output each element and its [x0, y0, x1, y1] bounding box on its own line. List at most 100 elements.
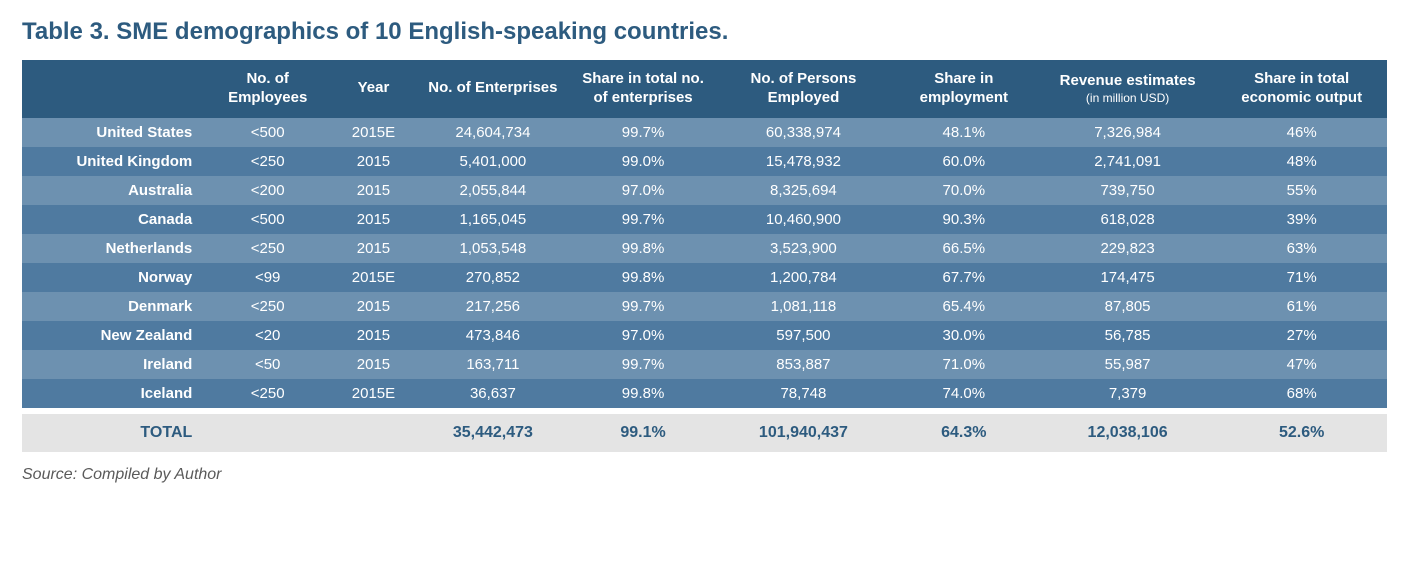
cell-year: 2015E	[329, 379, 418, 408]
row-country: Iceland	[22, 379, 206, 408]
total-share-output: 52.6%	[1216, 414, 1387, 452]
table-header: No. of Employees Year No. of Enterprises…	[22, 60, 1387, 118]
table-row: United States<5002015E24,604,73499.7%60,…	[22, 118, 1387, 147]
cell-no-employees: <20	[206, 321, 329, 350]
cell-share-output: 47%	[1216, 350, 1387, 379]
cell-revenue: 618,028	[1039, 205, 1216, 234]
col-no-persons: No. of Persons Employed	[718, 60, 889, 118]
cell-no-employees: <99	[206, 263, 329, 292]
row-country: Australia	[22, 176, 206, 205]
cell-revenue: 739,750	[1039, 176, 1216, 205]
cell-no-employees: <200	[206, 176, 329, 205]
cell-share-output: 71%	[1216, 263, 1387, 292]
cell-share-output: 68%	[1216, 379, 1387, 408]
cell-revenue: 55,987	[1039, 350, 1216, 379]
table-row: Iceland<2502015E36,63799.8%78,74874.0%7,…	[22, 379, 1387, 408]
col-no-enterprises: No. of Enterprises	[418, 60, 568, 118]
row-country: New Zealand	[22, 321, 206, 350]
cell-share-enterprises: 99.7%	[568, 292, 718, 321]
cell-share-employment: 71.0%	[889, 350, 1039, 379]
table-row: New Zealand<202015473,84697.0%597,50030.…	[22, 321, 1387, 350]
cell-year: 2015	[329, 321, 418, 350]
cell-share-output: 48%	[1216, 147, 1387, 176]
cell-year: 2015E	[329, 263, 418, 292]
sme-table: No. of Employees Year No. of Enterprises…	[22, 60, 1387, 452]
table-row: Canada<50020151,165,04599.7%10,460,90090…	[22, 205, 1387, 234]
cell-no-enterprises: 36,637	[418, 379, 568, 408]
cell-share-enterprises: 99.7%	[568, 205, 718, 234]
cell-share-enterprises: 97.0%	[568, 321, 718, 350]
cell-share-employment: 70.0%	[889, 176, 1039, 205]
total-year	[329, 414, 418, 452]
row-country: Denmark	[22, 292, 206, 321]
cell-share-output: 63%	[1216, 234, 1387, 263]
table-source: Source: Compiled by Author	[22, 466, 1387, 484]
total-no-employees	[206, 414, 329, 452]
total-revenue: 12,038,106	[1039, 414, 1216, 452]
cell-no-enterprises: 24,604,734	[418, 118, 568, 147]
cell-share-enterprises: 97.0%	[568, 176, 718, 205]
total-label: TOTAL	[22, 414, 206, 452]
col-revenue: Revenue estimates (in million USD)	[1039, 60, 1216, 118]
cell-year: 2015	[329, 292, 418, 321]
col-revenue-sublabel: (in million USD)	[1047, 91, 1208, 106]
cell-no-persons: 8,325,694	[718, 176, 889, 205]
cell-no-persons: 78,748	[718, 379, 889, 408]
total-share-employment: 64.3%	[889, 414, 1039, 452]
cell-no-enterprises: 1,165,045	[418, 205, 568, 234]
cell-year: 2015	[329, 147, 418, 176]
cell-no-persons: 15,478,932	[718, 147, 889, 176]
cell-no-employees: <50	[206, 350, 329, 379]
cell-no-enterprises: 473,846	[418, 321, 568, 350]
row-country: United Kingdom	[22, 147, 206, 176]
cell-year: 2015	[329, 205, 418, 234]
cell-share-enterprises: 99.8%	[568, 379, 718, 408]
col-no-employees: No. of Employees	[206, 60, 329, 118]
cell-year: 2015	[329, 350, 418, 379]
cell-share-output: 55%	[1216, 176, 1387, 205]
cell-year: 2015E	[329, 118, 418, 147]
cell-no-employees: <500	[206, 205, 329, 234]
cell-share-employment: 74.0%	[889, 379, 1039, 408]
cell-no-employees: <250	[206, 147, 329, 176]
cell-no-employees: <250	[206, 234, 329, 263]
col-share-employment: Share in employment	[889, 60, 1039, 118]
cell-share-output: 27%	[1216, 321, 1387, 350]
cell-revenue: 56,785	[1039, 321, 1216, 350]
total-share-enterprises: 99.1%	[568, 414, 718, 452]
cell-share-employment: 48.1%	[889, 118, 1039, 147]
cell-revenue: 174,475	[1039, 263, 1216, 292]
table-row: Ireland<502015163,71199.7%853,88771.0%55…	[22, 350, 1387, 379]
row-country: Ireland	[22, 350, 206, 379]
cell-no-persons: 3,523,900	[718, 234, 889, 263]
cell-no-persons: 1,200,784	[718, 263, 889, 292]
row-country: Canada	[22, 205, 206, 234]
cell-share-employment: 30.0%	[889, 321, 1039, 350]
row-country: Netherlands	[22, 234, 206, 263]
cell-year: 2015	[329, 234, 418, 263]
total-row: TOTAL35,442,47399.1%101,940,43764.3%12,0…	[22, 414, 1387, 452]
cell-share-output: 61%	[1216, 292, 1387, 321]
cell-no-enterprises: 270,852	[418, 263, 568, 292]
cell-share-enterprises: 99.0%	[568, 147, 718, 176]
row-country: United States	[22, 118, 206, 147]
cell-no-employees: <500	[206, 118, 329, 147]
cell-no-persons: 10,460,900	[718, 205, 889, 234]
cell-share-enterprises: 99.8%	[568, 263, 718, 292]
cell-revenue: 7,326,984	[1039, 118, 1216, 147]
cell-no-enterprises: 163,711	[418, 350, 568, 379]
table-row: Netherlands<25020151,053,54899.8%3,523,9…	[22, 234, 1387, 263]
table-body: United States<5002015E24,604,73499.7%60,…	[22, 118, 1387, 452]
cell-no-persons: 1,081,118	[718, 292, 889, 321]
cell-revenue: 87,805	[1039, 292, 1216, 321]
col-country	[22, 60, 206, 118]
cell-share-employment: 66.5%	[889, 234, 1039, 263]
cell-no-enterprises: 217,256	[418, 292, 568, 321]
cell-revenue: 229,823	[1039, 234, 1216, 263]
table-row: Denmark<2502015217,25699.7%1,081,11865.4…	[22, 292, 1387, 321]
col-revenue-label: Revenue estimates	[1060, 72, 1196, 89]
cell-share-employment: 67.7%	[889, 263, 1039, 292]
col-share-output: Share in total economic output	[1216, 60, 1387, 118]
cell-revenue: 2,741,091	[1039, 147, 1216, 176]
cell-share-employment: 60.0%	[889, 147, 1039, 176]
